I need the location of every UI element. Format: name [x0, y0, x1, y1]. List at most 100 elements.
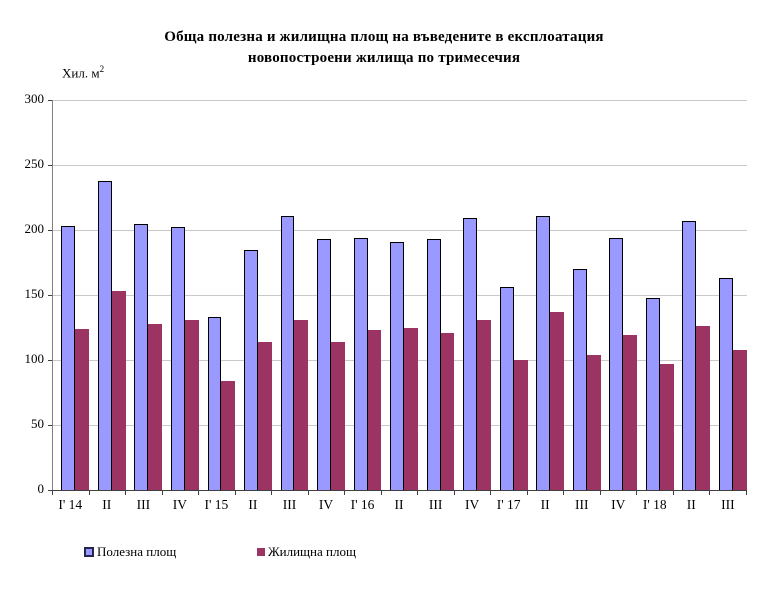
y-tick-mark [48, 490, 52, 491]
living-area-bar [294, 319, 309, 490]
x-tick-label: II [248, 497, 258, 512]
useful-area-bar [426, 239, 441, 490]
x-tick-label: I' 15 [204, 497, 229, 512]
living-area-bar [623, 335, 638, 490]
living-area-bar [257, 341, 272, 490]
x-tick-mark [746, 490, 747, 495]
useful-area-bar [536, 215, 551, 490]
legend-item-living-area: Жилищна площ [257, 544, 356, 560]
x-tick-label: III [428, 497, 443, 512]
x-tick-label: I' 17 [496, 497, 521, 512]
useful-area-bar [609, 237, 624, 490]
x-tick-mark [88, 490, 90, 495]
bar-group [528, 100, 565, 490]
legend-marker-living-icon [257, 548, 265, 556]
living-area-bar [111, 291, 126, 490]
x-tick-label: II [686, 497, 696, 512]
living-area-bar [477, 319, 491, 490]
y-tick-label: 50 [31, 416, 44, 431]
living-area-bar [404, 327, 418, 490]
x-tick-mark [417, 490, 419, 495]
x-tick-label: II [394, 497, 404, 512]
bar-group [564, 100, 601, 490]
useful-area-bar [682, 220, 697, 490]
legend-item-useful-area: Полезна площ [84, 544, 176, 560]
bar-group [90, 100, 127, 490]
useful-area-bar [97, 180, 112, 490]
bar-group [418, 100, 455, 490]
bar-group [345, 100, 382, 490]
x-tick-mark [672, 490, 674, 495]
y-tick-label: 150 [24, 286, 45, 301]
x-tick-mark [563, 490, 565, 495]
living-area-bar [75, 328, 90, 490]
useful-area-bar [718, 278, 733, 490]
x-tick-mark [161, 490, 163, 495]
bar-group [236, 100, 273, 490]
useful-area-bar [244, 249, 258, 490]
useful-area-bar [572, 269, 587, 490]
x-tick-label: IV [611, 497, 626, 512]
y-tick-label: 0 [37, 481, 45, 496]
x-tick-mark [307, 490, 309, 495]
x-tick-mark [709, 490, 711, 495]
bar-group [491, 100, 528, 490]
living-area-bar [732, 349, 747, 490]
x-tick-label: IV [318, 497, 334, 512]
bar-groups [53, 100, 747, 490]
x-tick-mark [636, 490, 638, 495]
living-area-bar [550, 311, 565, 490]
bar-group [126, 100, 163, 490]
bar-group [711, 100, 748, 490]
useful-area-bar [134, 223, 149, 490]
useful-area-bar [170, 227, 185, 490]
x-tick-mark [490, 490, 492, 495]
legend: Полезна площ Жилищна площ [0, 544, 768, 562]
bar-group [53, 100, 90, 490]
x-tick-mark [380, 490, 382, 495]
y-tick-label: 100 [24, 351, 45, 366]
gridline [53, 230, 747, 231]
legend-label: Полезна площ [97, 544, 177, 559]
living-area-bar [659, 363, 674, 490]
y-tick-mark [48, 295, 52, 296]
living-area-bar [221, 380, 236, 490]
x-tick-label: I' 14 [58, 497, 83, 512]
x-tick-mark [344, 490, 346, 495]
living-area-bar [367, 330, 382, 490]
living-area-bar [440, 332, 455, 490]
bar-group [309, 100, 346, 490]
y-axis-unit-label: Хил. м2 [62, 64, 105, 81]
y-tick-mark [48, 360, 52, 361]
x-tick-label: III [282, 497, 297, 512]
x-tick-label: IV [172, 497, 187, 512]
useful-area-bar [390, 241, 405, 490]
x-tick-mark [599, 490, 601, 495]
bar-group [199, 100, 236, 490]
bar-group [638, 100, 675, 490]
living-area-bar [148, 323, 163, 490]
legend-marker-useful-icon [84, 547, 94, 557]
y-tick-mark [48, 100, 52, 101]
gridline [53, 165, 747, 166]
y-tick-label: 250 [24, 156, 45, 171]
x-tick-mark [526, 490, 528, 495]
useful-area-bar [317, 239, 331, 490]
chart-title-line2: новопостроени жилища по тримесечия [247, 50, 521, 66]
useful-area-bar [280, 215, 295, 490]
x-tick-mark [453, 490, 455, 495]
y-tick-mark [48, 230, 52, 231]
useful-area-bar [353, 237, 368, 490]
x-tick-label: II [540, 497, 550, 512]
useful-area-bar [499, 287, 514, 490]
bar-group [382, 100, 419, 490]
living-area-bar [331, 341, 345, 490]
y-tick-mark [48, 425, 52, 426]
chart-title: Обща полезна и жилищна площ на въведенит… [0, 27, 768, 69]
x-tick-label: I' 18 [642, 497, 667, 512]
x-tick-mark [125, 490, 127, 495]
x-tick-label: IV [464, 497, 480, 512]
plot-area [52, 100, 747, 491]
living-area-bar [513, 360, 528, 490]
